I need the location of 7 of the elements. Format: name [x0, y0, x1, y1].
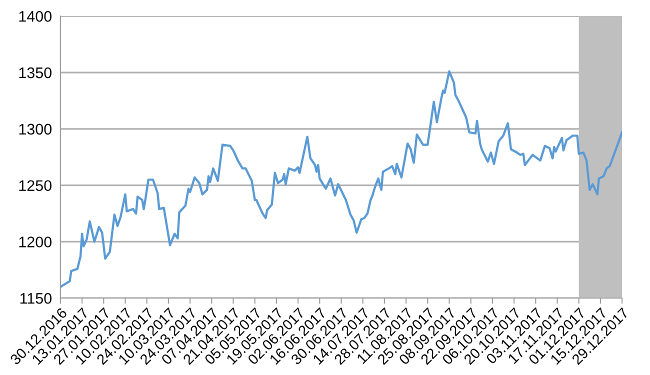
y-tick-label: 1300 [19, 124, 52, 135]
y-tick-label: 1150 [20, 292, 52, 304]
y-tick-label: 1200 [19, 236, 52, 248]
line-series [60, 70, 622, 288]
y-tick-label: 1250 [19, 180, 52, 192]
y-tick-label: 1400 [19, 10, 52, 22]
y-tick-label: 1350 [19, 67, 52, 78]
